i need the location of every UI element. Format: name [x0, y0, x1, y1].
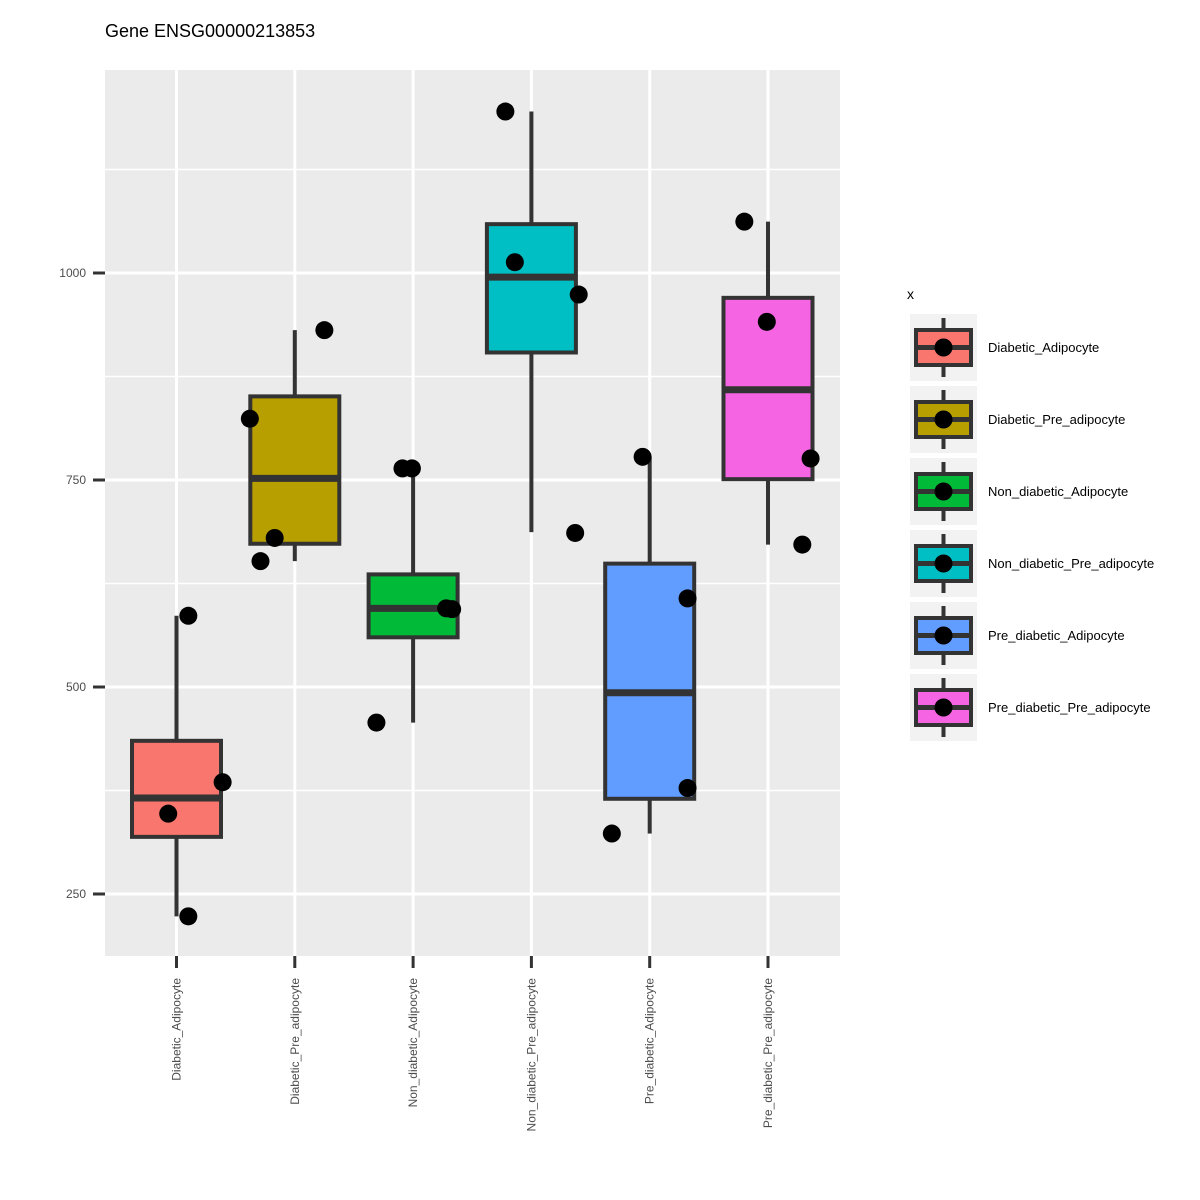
box-iqr	[130, 738, 223, 839]
chart-title: Gene ENSG00000213853	[105, 21, 315, 41]
legend-item: Diabetic_Pre_adipocyte	[910, 386, 1125, 453]
x-tick-label: Diabetic_Pre_adipocyte	[288, 978, 302, 1105]
y-tick-label: 250	[66, 887, 86, 901]
box-iqr	[248, 394, 342, 546]
data-point	[251, 552, 270, 571]
box-Diabetic_Pre_adipocyte	[248, 330, 342, 562]
data-point	[179, 606, 198, 625]
legend-label: Pre_diabetic_Adipocyte	[988, 628, 1125, 643]
legend-item: Pre_diabetic_Adipocyte	[910, 602, 1125, 669]
legend-key-point	[934, 626, 953, 645]
box-Diabetic_Adipocyte	[130, 615, 223, 917]
x-tick-label: Diabetic_Adipocyte	[170, 978, 184, 1081]
data-point	[633, 447, 652, 466]
data-point	[735, 212, 754, 231]
data-point	[505, 253, 524, 272]
legend-key-point	[934, 698, 953, 717]
data-point	[402, 459, 421, 478]
data-point	[678, 589, 697, 608]
data-point	[179, 907, 198, 926]
data-point	[678, 779, 697, 798]
legend-label: Non_diabetic_Pre_adipocyte	[988, 556, 1154, 571]
legend-item: Non_diabetic_Pre_adipocyte	[910, 530, 1154, 597]
data-point	[496, 102, 515, 121]
legend-label: Non_diabetic_Adipocyte	[988, 484, 1128, 499]
x-tick-label: Pre_diabetic_Adipocyte	[643, 978, 657, 1104]
legend-key-point	[934, 410, 953, 429]
box-Pre_diabetic_Adipocyte	[603, 456, 697, 834]
box-Non_diabetic_Adipocyte	[366, 468, 460, 723]
legend-key-point	[934, 482, 953, 501]
legend-key-point	[934, 338, 953, 357]
data-point	[602, 824, 621, 843]
data-point	[569, 285, 588, 304]
legend: x Diabetic_Adipocyte Diabetic_Pre_adipocy…	[907, 286, 1154, 741]
legend-title: x	[907, 286, 914, 302]
data-point	[315, 321, 334, 340]
legend-label: Pre_diabetic_Pre_adipocyte	[988, 700, 1151, 715]
x-tick-label: Non_diabetic_Pre_adipocyte	[524, 978, 538, 1132]
plot-panel	[105, 70, 840, 956]
x-tick-label: Pre_diabetic_Pre_adipocyte	[761, 978, 775, 1128]
box-iqr	[484, 222, 578, 355]
box-iqr	[603, 561, 697, 801]
data-point	[566, 523, 585, 542]
data-point	[793, 535, 812, 554]
y-tick-label: 500	[66, 680, 86, 694]
legend-item: Diabetic_Adipocyte	[910, 314, 1099, 381]
data-point	[159, 804, 178, 823]
legend-item: Pre_diabetic_Pre_adipocyte	[910, 674, 1151, 741]
legend-label: Diabetic_Pre_adipocyte	[988, 412, 1125, 427]
axes: 250 500 750 1000 Diabetic_Adipocyte Diabetic_…	[59, 266, 775, 1131]
data-point	[801, 449, 820, 468]
legend-item: Non_diabetic_Adipocyte	[910, 458, 1128, 525]
data-point	[443, 600, 462, 619]
y-tick-label: 1000	[59, 266, 86, 280]
data-point	[367, 713, 386, 732]
legend-label: Diabetic_Adipocyte	[988, 340, 1099, 355]
y-tick-label: 750	[66, 473, 86, 487]
data-point	[757, 312, 776, 331]
x-tick-label: Non_diabetic_Adipocyte	[406, 978, 420, 1108]
data-point	[240, 409, 259, 428]
data-point	[265, 528, 284, 547]
legend-key-point	[934, 554, 953, 573]
data-point	[213, 773, 232, 792]
data-points	[159, 102, 820, 926]
